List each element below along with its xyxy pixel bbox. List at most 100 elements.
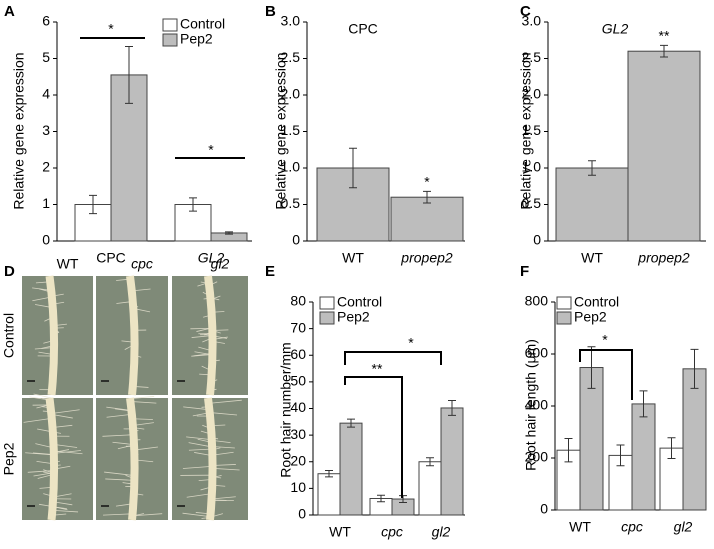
row-label: Pep2 <box>1 442 17 475</box>
y-tick-label: 0.5 <box>281 195 301 211</box>
bar <box>317 473 341 516</box>
y-tick-label: 10 <box>290 479 306 495</box>
root <box>45 397 59 521</box>
root-image <box>96 275 168 396</box>
y-tick-label: 0.5 <box>522 195 542 211</box>
y-tick-label: 60 <box>290 346 306 362</box>
column-label: gl2 <box>211 256 230 272</box>
bar <box>390 196 464 242</box>
x-tick-label: propep2 <box>400 250 453 266</box>
root-hair <box>106 413 133 418</box>
legend-swatch <box>319 296 335 310</box>
error-bar <box>347 418 355 428</box>
error-bar <box>349 147 357 189</box>
error-bar <box>325 470 333 478</box>
bar <box>418 461 442 516</box>
root-hair <box>194 351 211 355</box>
error-bar <box>426 457 434 467</box>
root-image <box>96 396 168 521</box>
y-tick-label: 30 <box>290 426 306 442</box>
y-tick-label: 2.0 <box>522 86 542 102</box>
root-hair <box>209 412 238 416</box>
root-hair <box>51 409 80 414</box>
y-tick-label: 1.5 <box>281 122 301 138</box>
root-hair <box>191 335 211 338</box>
error-bar <box>660 44 668 58</box>
root-hair <box>182 466 211 469</box>
root-hair <box>198 479 211 481</box>
significance-label: * <box>208 142 214 158</box>
row-label: Control <box>1 313 17 358</box>
root-hair <box>121 340 133 343</box>
root-hair <box>131 396 155 399</box>
root-hair <box>117 444 133 450</box>
y-tick-label: 200 <box>525 449 549 465</box>
error-bar <box>423 190 431 204</box>
root-hair <box>131 401 157 404</box>
root <box>126 397 139 521</box>
significance-bracket <box>344 376 403 498</box>
y-tick-label: 600 <box>525 345 549 361</box>
error-bar <box>377 494 385 503</box>
root-hair <box>34 347 52 350</box>
error-bar <box>587 346 596 389</box>
root-hair <box>105 478 133 481</box>
y-axis-label: Root hair length (μm) <box>523 339 539 471</box>
legend-label: Control <box>574 294 619 310</box>
significance-label: * <box>408 335 414 351</box>
chart-title: CPC <box>348 21 378 37</box>
bar <box>579 367 604 511</box>
root-hair <box>25 452 52 456</box>
y-tick-label: 2.0 <box>281 86 301 102</box>
chart-title: GL2 <box>602 21 629 37</box>
y-tick-label: 0 <box>540 501 548 517</box>
root-hair <box>188 448 211 451</box>
y-tick-label: 0 <box>533 232 541 248</box>
root-hair <box>182 512 211 518</box>
root-hair <box>188 442 211 447</box>
panel-letter: B <box>265 3 276 20</box>
y-tick-label: 3.0 <box>281 13 301 29</box>
root <box>204 275 217 396</box>
root-hair <box>186 436 211 440</box>
significance-label: ** <box>372 361 383 377</box>
x-tick-label: WT <box>569 519 591 535</box>
root-hair <box>104 471 133 476</box>
panel-letter: C <box>520 3 531 20</box>
root-hair <box>112 441 133 445</box>
x-tick-label: GL2 <box>198 250 225 266</box>
y-tick-label: 2.5 <box>522 49 542 65</box>
bar <box>627 50 701 242</box>
significance-label: * <box>602 332 608 348</box>
significance-label: * <box>424 174 430 190</box>
y-tick-label: 1.0 <box>281 159 301 175</box>
root-hair <box>27 470 52 473</box>
x-tick-label: WT <box>581 250 603 266</box>
y-tick-label: 50 <box>290 373 306 389</box>
legend-label: Control <box>180 16 225 32</box>
root-hair <box>23 417 52 423</box>
root-hair <box>38 351 52 355</box>
root-hair <box>186 493 211 498</box>
legend-label: Control <box>337 294 382 310</box>
y-tick-label: 70 <box>290 319 306 335</box>
root-hair <box>209 399 242 404</box>
error-bar <box>667 437 676 460</box>
error-bar <box>189 197 197 212</box>
root <box>45 275 59 396</box>
x-tick-label: WT <box>329 524 351 540</box>
y-tick-label: 0 <box>42 232 50 248</box>
y-tick-label: 4 <box>42 86 50 102</box>
x-tick-label: WT <box>342 250 364 266</box>
legend-label: Pep2 <box>180 31 213 47</box>
x-tick-label: gl2 <box>674 519 693 535</box>
significance-bracket <box>579 349 633 400</box>
y-axis-label: Root hair number/mm <box>278 342 294 477</box>
bar <box>555 167 629 242</box>
panel-letter: E <box>265 263 275 280</box>
root-hair <box>131 513 163 517</box>
error-bar <box>125 45 133 104</box>
y-tick-label: 0 <box>298 506 306 522</box>
bar <box>631 403 656 511</box>
root-image <box>172 275 248 396</box>
